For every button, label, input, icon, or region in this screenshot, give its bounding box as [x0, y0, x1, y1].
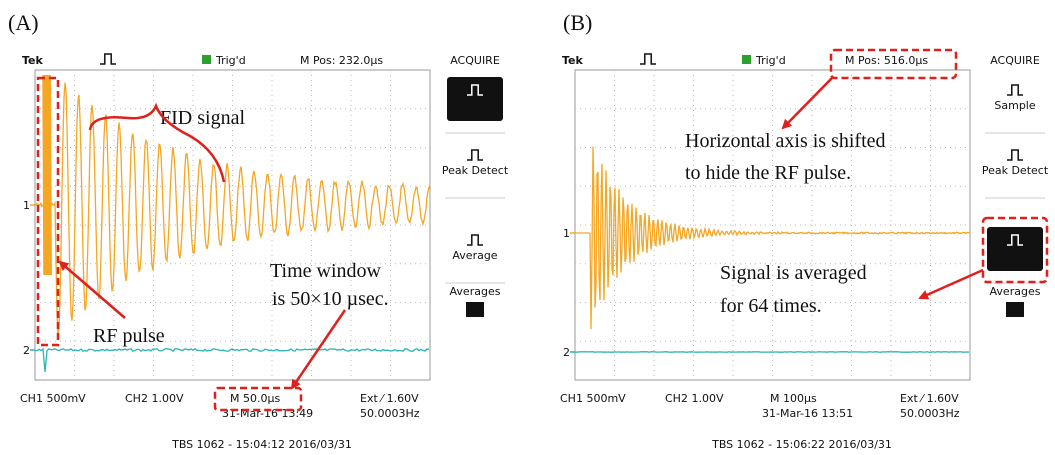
pulse-icon — [640, 54, 656, 64]
m-pos: M Pos: 232.0µs — [300, 54, 383, 67]
ch2-marker: 2 — [563, 346, 570, 359]
rf-pulse — [43, 75, 51, 275]
ch2-marker: 2 — [23, 344, 30, 357]
brand: Tek — [22, 54, 44, 67]
figure: (A) Tek Trig'd M Pos: 232.0µs ACQUIRE Sample P… — [0, 0, 1055, 455]
panel-label: (A) — [8, 10, 39, 35]
annotation: to hide the RF pulse. — [685, 162, 851, 184]
ch2-scale: CH2 1.00V — [125, 392, 184, 405]
timebase: M 100µs — [770, 392, 817, 405]
menu-item: Average — [452, 249, 497, 262]
m-pos: M Pos: 516.0µs — [845, 54, 928, 67]
timebase: M 50.0µs — [230, 392, 280, 405]
annotation: is 50×10 µsec. — [272, 288, 389, 310]
date: 31-Mar-16 13:51 — [762, 407, 853, 420]
ch1-scale: CH1 500mV — [560, 392, 626, 405]
pulse-icon — [1007, 85, 1023, 95]
brand: Tek — [562, 54, 584, 67]
trigger-level: Ext ⁄ 1.60V — [360, 392, 419, 405]
ch1-scale: CH1 500mV — [20, 392, 86, 405]
menu-title: ACQUIRE — [990, 54, 1040, 67]
annotation: Horizontal axis is shifted — [685, 130, 886, 152]
ch2-scale: CH2 1.00V — [665, 392, 724, 405]
pulse-icon — [1007, 150, 1023, 160]
menu-item: Peak Detect — [442, 164, 509, 177]
trig-icon — [742, 55, 751, 64]
footer: TBS 1062 - 15:06:22 2016/03/31 — [711, 438, 892, 451]
annotation: RF pulse — [93, 325, 165, 347]
menu-value: 4 — [472, 304, 479, 317]
annotation: Time window — [270, 260, 382, 282]
pulse-icon — [467, 235, 483, 245]
panel-label: (B) — [563, 10, 592, 35]
frequency: 50.0003Hz — [360, 407, 420, 420]
menu-item: Peak Detect — [982, 164, 1049, 177]
frequency: 50.0003Hz — [900, 407, 960, 420]
trigger-status: Trig'd — [215, 54, 246, 67]
menu-item: Average — [992, 249, 1037, 262]
annotation: Signal is averaged — [720, 262, 867, 284]
menu-item: Sample — [994, 99, 1035, 112]
footer: TBS 1062 - 15:04:12 2016/03/31 — [171, 438, 352, 451]
trigger-level: Ext ⁄ 1.60V — [900, 392, 959, 405]
pulse-icon — [467, 150, 483, 160]
annotation: for 64 times. — [720, 295, 822, 317]
ch1-marker: 1 — [563, 227, 570, 240]
menu-item: Averages — [450, 285, 501, 298]
menu-item: Averages — [990, 285, 1041, 298]
ch1-marker: 1 — [23, 199, 30, 212]
menu-value: 64 — [1008, 304, 1022, 317]
trig-icon — [202, 55, 211, 64]
pulse-icon — [100, 54, 116, 64]
trigger-status: Trig'd — [755, 54, 786, 67]
menu-title: ACQUIRE — [450, 54, 500, 67]
menu-item: Sample — [454, 99, 495, 112]
